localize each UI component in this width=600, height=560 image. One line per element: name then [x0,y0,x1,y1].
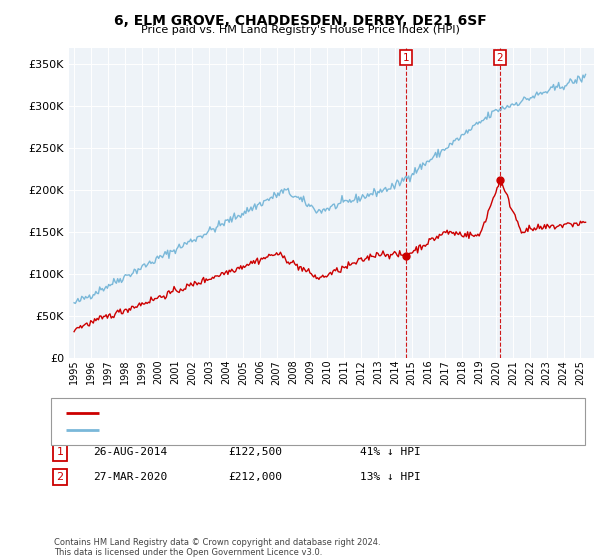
Text: 6, ELM GROVE, CHADDESDEN, DERBY, DE21 6SF: 6, ELM GROVE, CHADDESDEN, DERBY, DE21 6S… [113,14,487,28]
Text: 6, ELM GROVE, CHADDESDEN, DERBY, DE21 6SF (detached house): 6, ELM GROVE, CHADDESDEN, DERBY, DE21 6S… [105,408,452,418]
Text: £122,500: £122,500 [228,447,282,458]
Text: £212,000: £212,000 [228,472,282,482]
Text: 1: 1 [56,447,64,458]
Text: Contains HM Land Registry data © Crown copyright and database right 2024.
This d: Contains HM Land Registry data © Crown c… [54,538,380,557]
Text: 1: 1 [403,53,409,63]
Text: 26-AUG-2014: 26-AUG-2014 [93,447,167,458]
Text: HPI: Average price, detached house, City of Derby: HPI: Average price, detached house, City… [105,424,367,435]
Text: Price paid vs. HM Land Registry's House Price Index (HPI): Price paid vs. HM Land Registry's House … [140,25,460,35]
Text: 41% ↓ HPI: 41% ↓ HPI [360,447,421,458]
Text: 2: 2 [497,53,503,63]
Text: 13% ↓ HPI: 13% ↓ HPI [360,472,421,482]
Text: 2: 2 [56,472,64,482]
Text: 27-MAR-2020: 27-MAR-2020 [93,472,167,482]
